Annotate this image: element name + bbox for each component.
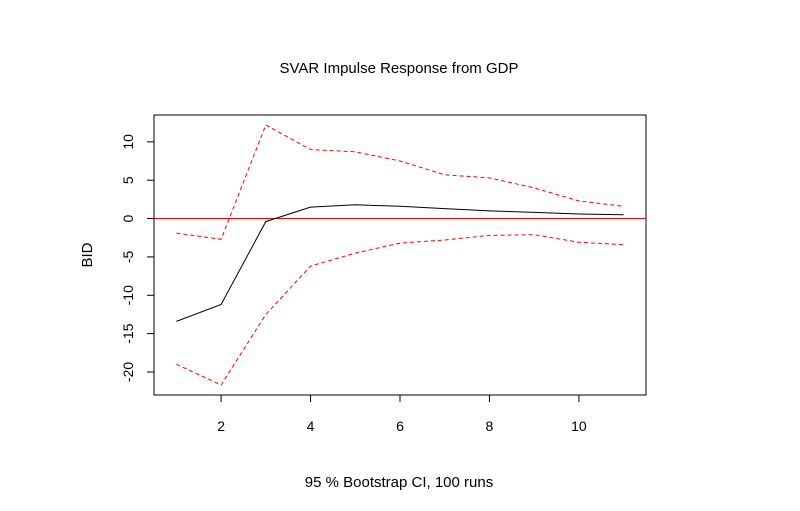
lower-line [176,234,624,386]
x-tick-label: 10 [571,418,587,434]
upper-line [176,124,624,240]
x-axis-label: 95 % Bootstrap CI, 100 runs [305,474,493,491]
y-tick-label: -15 [120,323,136,343]
y-tick-label: -20 [120,362,136,382]
y-tick-label: -5 [120,250,136,263]
y-tick-label: 0 [120,214,136,222]
plot-frame [153,114,647,396]
x-tick-label: 6 [396,418,404,434]
chart-title: SVAR Impulse Response from GDP [280,60,519,77]
y-axis: -20 -15 -10 -5 0 5 10 [120,134,155,382]
y-tick-label: -10 [120,285,136,305]
y-tick-label: 10 [120,134,136,150]
x-tick-label: 8 [486,418,494,434]
response-line [176,204,624,322]
y-axis-label: BID [79,242,96,267]
series-group [176,124,624,386]
x-tick-label: 4 [307,418,315,434]
x-axis: 2 4 6 8 10 [217,394,587,434]
x-tick-label: 2 [217,418,225,434]
y-tick-label: 5 [120,176,136,184]
